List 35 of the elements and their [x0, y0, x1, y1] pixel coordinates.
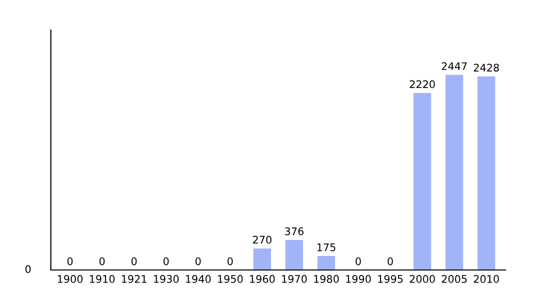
x-tick-label: 2000	[410, 275, 435, 283]
x-tick-label: 1995	[378, 275, 403, 283]
data-label: 0	[163, 257, 169, 266]
x-tick-label: 1970	[282, 275, 307, 283]
data-label: 0	[131, 257, 137, 266]
x-tick-label: 1950	[218, 275, 243, 283]
x-tick-label: 1940	[186, 275, 211, 283]
x-tick-label: 1900	[58, 275, 83, 283]
x-tick-label: 1930	[154, 275, 179, 283]
x-tick-label: 1980	[314, 275, 339, 283]
data-label: 0	[196, 257, 201, 266]
bar	[285, 240, 304, 270]
data-label: 0	[67, 257, 73, 266]
x-tick-label: 1910	[90, 275, 115, 283]
data-label: 376	[285, 227, 304, 236]
x-tick-label: 2010	[474, 275, 499, 283]
bar	[478, 76, 496, 270]
bar	[414, 92, 432, 270]
data-label: 270	[253, 236, 272, 244]
data-label: 175	[317, 244, 336, 252]
data-label: 0	[388, 257, 393, 266]
data-label: 2447	[442, 62, 467, 70]
data-label: 2428	[474, 64, 499, 72]
bar	[253, 248, 271, 270]
x-tick-label: 1990	[346, 275, 371, 283]
text: 0	[25, 265, 31, 274]
x-tick-label: 2005	[442, 275, 467, 283]
bar	[446, 74, 464, 270]
bar	[317, 256, 336, 270]
data-label: 0	[228, 257, 233, 266]
data-label: 0	[356, 257, 361, 266]
data-label: 0	[99, 257, 105, 266]
x-tick-label: 1921	[122, 275, 146, 283]
x-tick-label: 1960	[250, 275, 275, 283]
data-label: 2220	[410, 80, 435, 88]
